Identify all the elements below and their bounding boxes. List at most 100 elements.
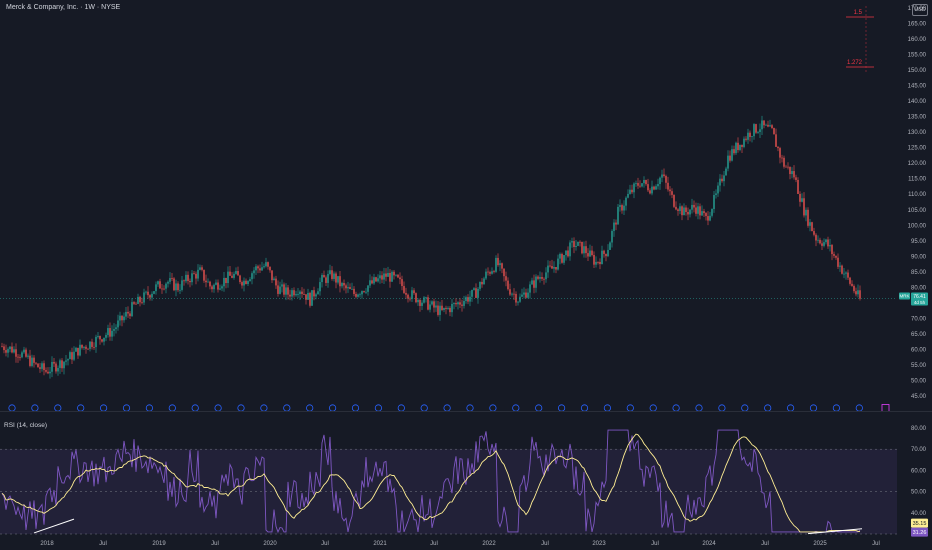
dividend-marker [855, 404, 863, 412]
candle-body [257, 266, 259, 269]
candle-body [357, 294, 359, 297]
candle-body [69, 352, 71, 360]
candle-body [373, 277, 375, 284]
candle-body [563, 255, 565, 263]
dividend-marker [214, 404, 222, 412]
candle-body [723, 175, 725, 182]
candle-body [405, 292, 407, 295]
fib-level-label: 1.5 [854, 10, 863, 16]
candle-body [525, 292, 527, 298]
candle-body [243, 280, 245, 286]
candle-body [267, 262, 269, 267]
candle-body [487, 271, 489, 273]
candle-body [527, 292, 529, 298]
candle-body [137, 296, 139, 304]
candle-body [135, 303, 137, 305]
candle-body [591, 250, 593, 256]
candle-body [679, 206, 681, 211]
price-tick: 90.00 [911, 254, 927, 260]
candle-body [537, 276, 539, 279]
price-tick: 70.00 [911, 316, 927, 322]
candle-body [253, 270, 255, 274]
time-tick: Jul [211, 541, 219, 547]
candle-body [639, 185, 641, 187]
price-tick: 100.00 [908, 223, 927, 229]
price-tick: 80.00 [911, 285, 927, 291]
rsi-ma-badge-value: 35.15 [913, 521, 927, 527]
candle-body [785, 166, 787, 168]
dividend-marker [8, 404, 16, 412]
candle-body [175, 283, 177, 291]
candle-body [743, 138, 745, 147]
rsi-tick: 60.00 [911, 468, 927, 474]
dividend-marker [809, 404, 818, 412]
candle-body [673, 194, 675, 207]
candle-body [555, 266, 557, 270]
candle-body [441, 305, 443, 310]
candle-body [1, 346, 3, 348]
candle-body [779, 148, 781, 158]
candle-body [223, 277, 225, 287]
candle-body [347, 287, 349, 289]
dividend-marker [283, 404, 291, 412]
candle-body [393, 271, 395, 276]
dividend-marker [191, 404, 199, 412]
candle-body [849, 277, 851, 284]
candle-body [61, 360, 63, 369]
candle-body [789, 166, 791, 175]
candle-body [643, 180, 645, 184]
candle-body [133, 302, 135, 304]
candle-body [799, 193, 801, 202]
candle-body [539, 276, 541, 279]
candle-body [817, 239, 819, 241]
candle-body [713, 194, 715, 210]
candle-body [369, 280, 371, 286]
candle-body [361, 291, 363, 295]
rsi-title[interactable]: RSI (14, close) [4, 422, 47, 429]
candle-body [847, 272, 849, 278]
candle-body [805, 209, 807, 216]
candle-body [363, 291, 365, 292]
rsi-tick: 80.00 [911, 426, 927, 432]
currency-badge[interactable]: USD [912, 4, 928, 16]
candle-body [303, 293, 305, 295]
candle-body [459, 302, 461, 305]
price-tick: 120.00 [908, 161, 927, 167]
candle-body [689, 209, 691, 215]
candle-body [435, 305, 437, 308]
rsi-tick: 70.00 [911, 447, 927, 453]
candle-body [195, 273, 197, 279]
candle-body [421, 302, 423, 306]
dividend-marker [374, 404, 382, 412]
candle-body [57, 367, 59, 372]
rsi-ma-line [1, 433, 861, 533]
price-tick: 130.00 [908, 130, 927, 136]
candle-body [65, 360, 67, 362]
candle-body [305, 294, 307, 300]
candle-body [55, 363, 57, 372]
candle-body [71, 352, 73, 360]
candle-body [379, 275, 381, 279]
candle-body [207, 281, 209, 283]
candle-body [139, 296, 141, 303]
time-tick: 2021 [373, 541, 387, 547]
candle-body [719, 178, 721, 186]
dividend-marker [420, 404, 428, 412]
candle-body [571, 241, 573, 243]
dividend-marker [741, 404, 749, 412]
rsi-tick: 50.00 [911, 490, 927, 496]
candle-body [437, 305, 439, 315]
candle-body [553, 266, 555, 269]
candle-body [199, 267, 201, 270]
candle-body [725, 168, 727, 176]
candle-body [523, 292, 525, 295]
candle-body [811, 222, 813, 232]
candle-body [475, 288, 477, 298]
price-tick: 60.00 [911, 347, 927, 353]
time-tick: Jul [651, 541, 659, 547]
candle-body [283, 284, 285, 295]
dividend-marker [512, 404, 520, 412]
candle-body [183, 280, 185, 282]
candle-body [83, 346, 85, 348]
